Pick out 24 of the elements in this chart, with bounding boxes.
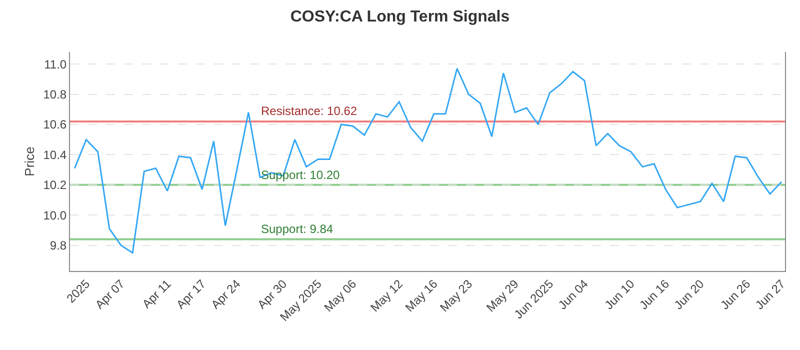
x-tick-label: Jun 16 <box>636 276 672 312</box>
y-tick-label: 10.0 <box>43 208 67 222</box>
x-tick-label: Jun 26 <box>718 276 754 312</box>
x-tick-label: Apr 17 <box>174 276 209 312</box>
y-tick-label: 10.4 <box>43 148 67 162</box>
x-tick-label: Apr 07 <box>92 276 128 312</box>
y-axis-title: Price <box>22 146 37 176</box>
x-tick-label: May 06 <box>321 276 360 315</box>
x-tick-label: Jun 04 <box>556 276 592 312</box>
y-tick-label: 10.8 <box>43 87 67 102</box>
x-tick-label: Apr 11 <box>139 276 174 312</box>
chart-title: COSY:CA Long Term Signals <box>290 8 510 26</box>
x-tick-label: Jun 20 <box>671 276 708 312</box>
ref-line-label: Support: 10.20 <box>261 168 340 182</box>
y-tick-label: 9.8 <box>50 238 67 253</box>
y-tick-label: 10.2 <box>43 178 67 192</box>
line-series <box>74 68 782 254</box>
ref-line-label: Resistance: 10.62 <box>261 104 358 118</box>
x-tick-label: Jun 27 <box>752 276 788 312</box>
y-tick-label: 11.0 <box>44 57 67 72</box>
x-tick-label: Jun 10 <box>602 276 638 312</box>
ref-line-label: Support: 9.84 <box>261 222 334 236</box>
x-tick-label: Apr 24 <box>208 276 244 312</box>
y-tick-label: 10.6 <box>43 118 67 132</box>
